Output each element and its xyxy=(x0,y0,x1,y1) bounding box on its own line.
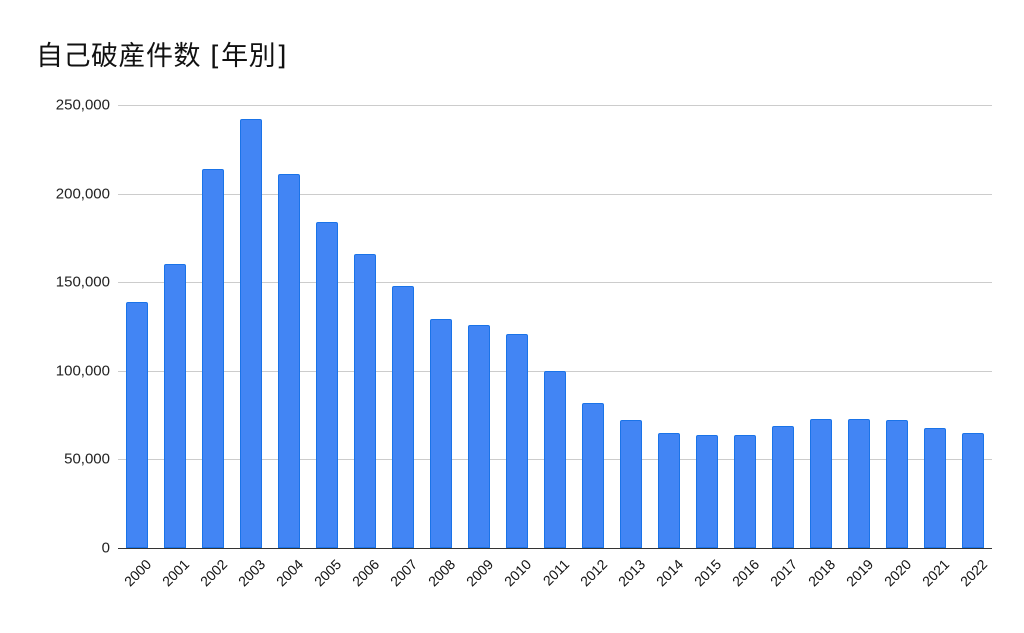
x-tick-label: 2017 xyxy=(766,556,801,590)
bar-2002[interactable] xyxy=(202,168,224,548)
x-tick-label: 2005 xyxy=(310,556,345,590)
y-tick-label: 50,000 xyxy=(64,450,110,468)
bar-2003[interactable] xyxy=(240,119,262,548)
bar-2020[interactable] xyxy=(886,420,908,548)
y-tick-label: 0 xyxy=(101,539,110,557)
bar-2008[interactable] xyxy=(430,319,452,548)
bar-2011[interactable] xyxy=(544,370,566,548)
bar-2010[interactable] xyxy=(506,333,528,548)
x-tick-label: 2019 xyxy=(842,556,877,590)
chart-title: 自己破産件数 [年別] xyxy=(36,41,288,72)
x-tick-label: 2004 xyxy=(272,556,307,590)
x-tick-label: 2009 xyxy=(462,556,497,590)
x-tick-label: 2002 xyxy=(196,556,231,590)
y-tick-label: 250,000 xyxy=(55,96,110,114)
bar-2017[interactable] xyxy=(772,425,794,548)
x-tick-label: 2021 xyxy=(918,556,953,590)
bar-2005[interactable] xyxy=(316,221,338,548)
bar-2013[interactable] xyxy=(620,420,642,548)
bar-2012[interactable] xyxy=(582,402,604,548)
x-tick-label: 2014 xyxy=(652,556,687,590)
bar-2001[interactable] xyxy=(164,264,186,548)
bar-2014[interactable] xyxy=(658,432,680,548)
x-tick-label: 2006 xyxy=(348,556,383,590)
x-tick-label: 2013 xyxy=(614,556,649,590)
x-tick-label: 2012 xyxy=(576,556,611,590)
x-tick-label: 2015 xyxy=(690,556,725,590)
gridline xyxy=(118,105,992,106)
plot-area xyxy=(118,105,992,549)
x-tick-label: 2011 xyxy=(539,556,573,589)
x-tick-label: 2022 xyxy=(956,556,991,590)
bar-2015[interactable] xyxy=(696,434,718,548)
bar-2006[interactable] xyxy=(354,253,376,548)
y-tick-label: 100,000 xyxy=(55,362,110,380)
bar-2007[interactable] xyxy=(392,285,414,548)
x-tick-label: 2008 xyxy=(424,556,459,590)
x-tick-label: 2007 xyxy=(386,556,421,590)
y-tick-label: 150,000 xyxy=(55,273,110,291)
x-baseline xyxy=(118,548,992,549)
bar-2018[interactable] xyxy=(810,418,832,548)
gridline xyxy=(118,282,992,284)
x-tick-label: 2018 xyxy=(804,556,839,590)
gridline xyxy=(118,193,992,195)
bar-2016[interactable] xyxy=(734,434,756,548)
bar-2000[interactable] xyxy=(126,301,148,548)
bar-2022[interactable] xyxy=(962,432,984,548)
x-tick-label: 2001 xyxy=(158,556,193,590)
x-tick-label: 2010 xyxy=(500,556,535,590)
x-tick-label: 2000 xyxy=(120,556,155,590)
bar-2021[interactable] xyxy=(924,427,946,548)
x-tick-label: 2003 xyxy=(234,556,269,590)
bar-2019[interactable] xyxy=(848,418,870,548)
x-tick-label: 2020 xyxy=(880,556,915,590)
y-tick-label: 200,000 xyxy=(55,185,110,203)
x-tick-label: 2016 xyxy=(728,556,763,590)
bar-2009[interactable] xyxy=(468,324,490,548)
bar-2004[interactable] xyxy=(278,174,300,548)
